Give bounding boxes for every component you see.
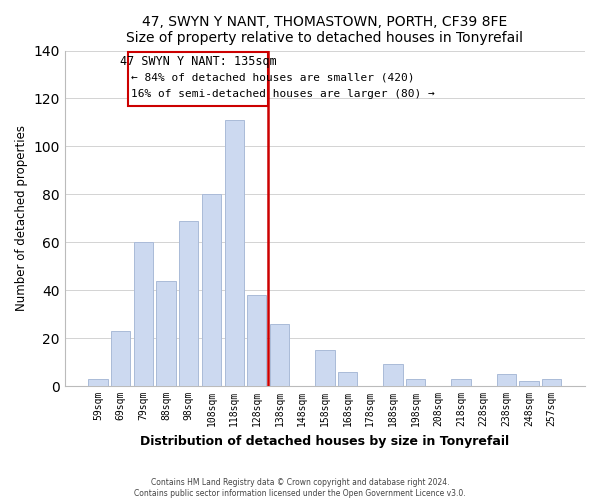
Bar <box>315 350 335 386</box>
Bar <box>179 220 199 386</box>
Bar <box>542 379 562 386</box>
Y-axis label: Number of detached properties: Number of detached properties <box>15 126 28 312</box>
Bar <box>224 120 244 386</box>
Text: 16% of semi-detached houses are larger (80) →: 16% of semi-detached houses are larger (… <box>131 89 435 99</box>
Bar <box>157 280 176 386</box>
FancyBboxPatch shape <box>128 52 268 106</box>
Bar <box>520 382 539 386</box>
Bar <box>383 364 403 386</box>
Bar <box>247 295 266 386</box>
Bar <box>451 379 470 386</box>
Bar <box>88 379 108 386</box>
Bar <box>202 194 221 386</box>
Title: 47, SWYN Y NANT, THOMASTOWN, PORTH, CF39 8FE
Size of property relative to detach: 47, SWYN Y NANT, THOMASTOWN, PORTH, CF39… <box>127 15 523 45</box>
X-axis label: Distribution of detached houses by size in Tonyrefail: Distribution of detached houses by size … <box>140 434 509 448</box>
Text: ← 84% of detached houses are smaller (420): ← 84% of detached houses are smaller (42… <box>131 72 415 82</box>
Text: Contains HM Land Registry data © Crown copyright and database right 2024.
Contai: Contains HM Land Registry data © Crown c… <box>134 478 466 498</box>
Bar <box>111 331 130 386</box>
Bar <box>406 379 425 386</box>
Text: 47 SWYN Y NANT: 135sqm: 47 SWYN Y NANT: 135sqm <box>119 56 276 68</box>
Bar <box>134 242 153 386</box>
Bar <box>270 324 289 386</box>
Bar <box>338 372 357 386</box>
Bar <box>497 374 516 386</box>
